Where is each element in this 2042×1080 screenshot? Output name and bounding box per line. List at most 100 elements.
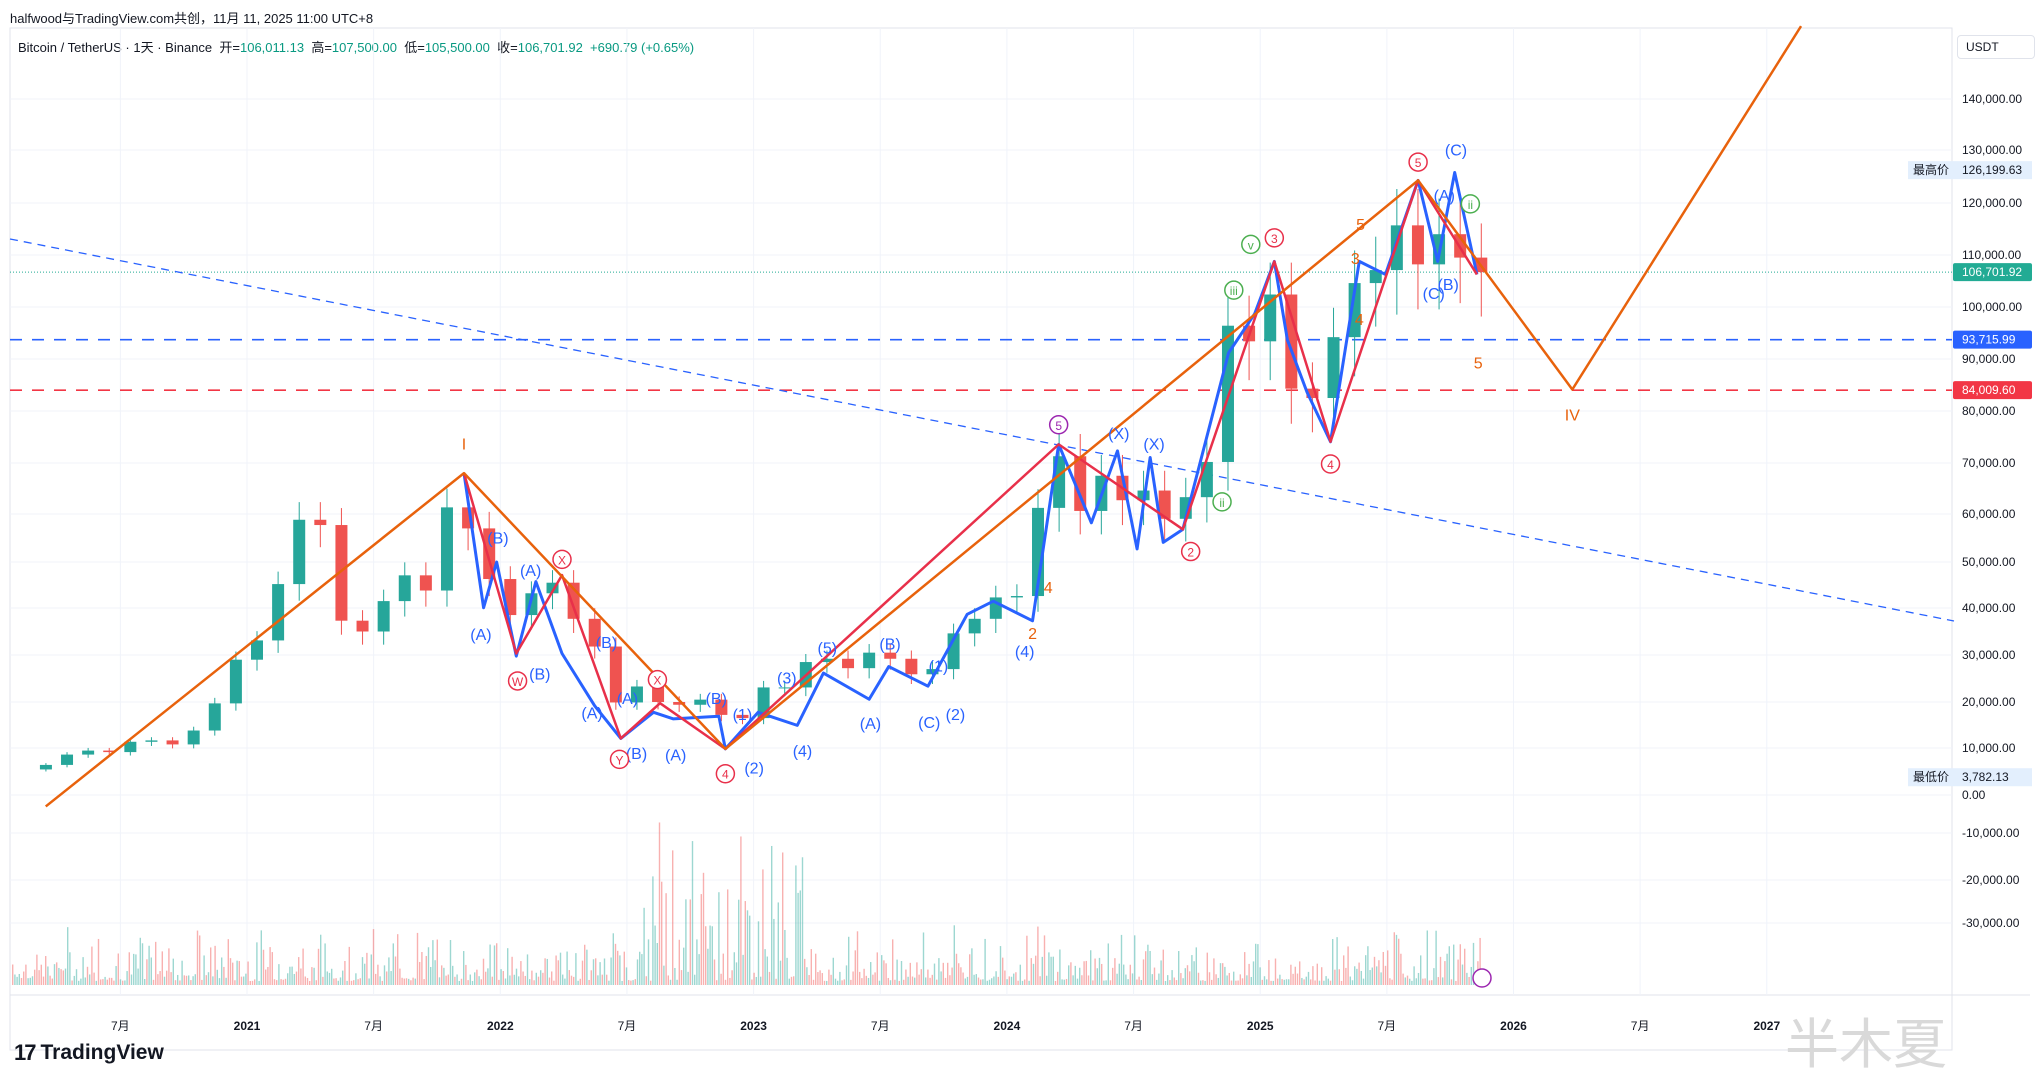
volume-bar (551, 971, 553, 985)
volume-bar (856, 931, 859, 985)
volume-bar (333, 978, 335, 985)
volume-bar (29, 977, 31, 985)
volume-bar (1186, 965, 1189, 985)
wave-label: (B) (529, 666, 550, 683)
volume-bar (1230, 980, 1233, 985)
volume-bar (1228, 972, 1230, 985)
volume-bar (416, 932, 419, 985)
volume-bar (592, 959, 595, 985)
candle (440, 507, 453, 591)
price-label-bg (1908, 768, 2032, 787)
y-tick-label: 140,000.00 (1962, 92, 2022, 106)
volume-bar (355, 973, 357, 985)
volume-bar (1182, 978, 1184, 985)
volume-bar (577, 980, 579, 985)
volume-bar (599, 962, 601, 985)
volume-bar (1206, 952, 1208, 985)
volume-bar (1464, 948, 1466, 985)
volume-bar (438, 977, 441, 985)
volume-bar (1167, 975, 1169, 985)
candle (1306, 388, 1319, 398)
volume-bar (1362, 978, 1365, 985)
x-tick-label: 2023 (740, 1019, 767, 1033)
volume-bar (82, 957, 84, 985)
volume-bar (326, 971, 328, 985)
volume-bar (271, 952, 273, 985)
volume-bar (245, 973, 247, 985)
volume-bar (1461, 964, 1464, 985)
volume-bar (12, 964, 14, 985)
volume-bar (130, 974, 133, 985)
y-tick-label: -30,000.00 (1962, 916, 2020, 930)
volume-bar (1312, 966, 1314, 985)
volume-bar (1153, 967, 1156, 985)
volume-bar (1459, 944, 1461, 985)
price-label-value: 106,701.92 (1962, 265, 2022, 279)
volume-bar (874, 972, 876, 985)
volume-bar (1356, 968, 1358, 985)
volume-bar (476, 969, 478, 985)
volume-bar (790, 976, 793, 985)
volume-bar (71, 980, 73, 985)
volume-bar (458, 980, 460, 985)
volume-bar (388, 957, 390, 985)
volume-bar (69, 952, 71, 985)
volume-bar (658, 822, 661, 985)
candle (1327, 337, 1340, 398)
wave-label: (2) (744, 761, 764, 778)
volume-bar (75, 969, 78, 985)
volume-bar (1035, 955, 1037, 985)
candle (884, 652, 897, 659)
volume-bar (423, 979, 425, 985)
volume-bar (350, 980, 353, 985)
volume-bar (986, 980, 988, 985)
volume-bar (392, 943, 394, 985)
wave-label: W (512, 675, 524, 689)
volume-bar (1259, 967, 1261, 985)
volume-bar (852, 971, 854, 985)
volume-bar (1149, 950, 1151, 985)
interval[interactable]: 1天 (133, 40, 154, 55)
currency-button[interactable]: USDT (1957, 35, 2035, 59)
wave-label: 5 (1356, 217, 1365, 234)
wave-label-circle (1408, 152, 1428, 172)
volume-bar (84, 977, 86, 985)
volume-bar (1235, 980, 1237, 985)
volume-bar (916, 962, 918, 985)
volume-bar (1081, 975, 1083, 985)
volume-bar (562, 974, 564, 985)
volume-bar (386, 971, 388, 985)
volume-bar (1092, 980, 1094, 985)
volume-bar (1158, 973, 1160, 985)
volume-bar (471, 980, 474, 985)
volume-bar (669, 979, 672, 985)
volume-bar (236, 960, 238, 985)
x-tick-label: 2021 (234, 1019, 261, 1033)
volume-bar (909, 962, 911, 985)
volume-bar (1393, 932, 1395, 985)
symbol-name[interactable]: Bitcoin / TetherUS (18, 40, 122, 55)
volume-bar (861, 978, 863, 985)
volume-bar (1420, 955, 1422, 985)
volume-bar (821, 973, 823, 985)
volume-bar (887, 977, 889, 985)
candle (293, 519, 306, 585)
volume-bar (1032, 963, 1035, 985)
candle (1158, 490, 1171, 519)
volume-bar (1250, 976, 1252, 985)
volume-bar (51, 978, 53, 985)
candle (1369, 270, 1382, 284)
volume-bar (443, 967, 445, 985)
volume-bar (115, 966, 117, 985)
volume-bar (905, 969, 907, 985)
volume-bar (1125, 974, 1127, 985)
volume-bar (1345, 967, 1347, 985)
volume-bar (907, 976, 909, 985)
volume-bar (500, 969, 502, 985)
tradingview-logo[interactable]: 17 TradingView (14, 1040, 164, 1066)
volume-bar (608, 980, 610, 985)
volume-bar (1371, 967, 1373, 985)
wave-label: (C) (1423, 286, 1445, 303)
volume-bar (1237, 980, 1239, 985)
